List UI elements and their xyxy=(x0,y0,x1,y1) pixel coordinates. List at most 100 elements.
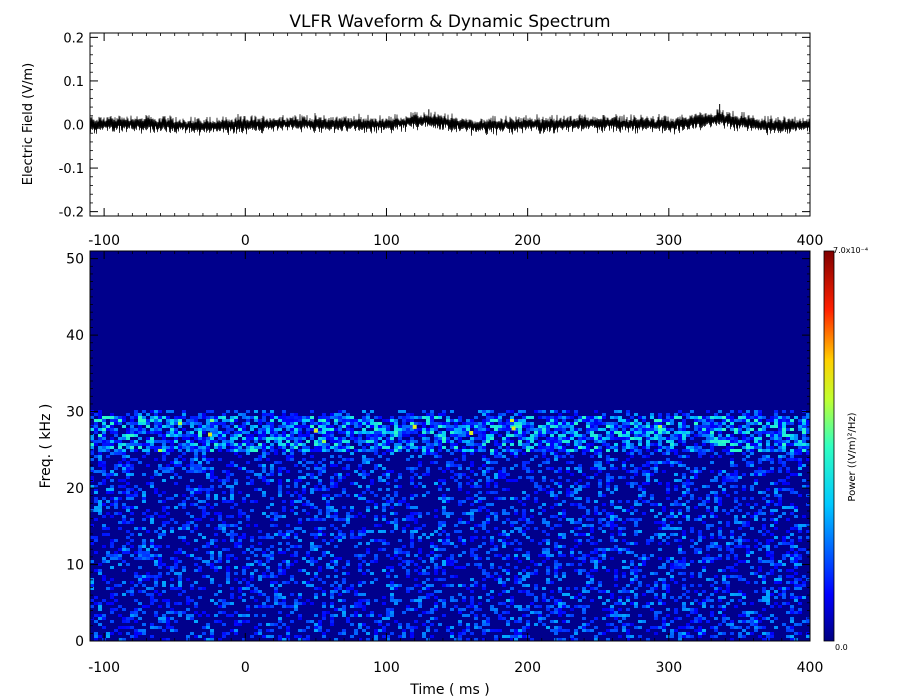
spectrogram-cell xyxy=(686,614,690,617)
spectrogram-cell xyxy=(274,533,278,536)
spectrogram-cell xyxy=(110,440,114,443)
spectrogram-cell xyxy=(706,620,710,623)
spectrogram-cell xyxy=(786,458,790,461)
spectrogram-cell xyxy=(730,434,734,437)
spectrogram-cell xyxy=(314,476,318,479)
spectrogram-cell xyxy=(326,503,330,506)
spectrogram-cell xyxy=(662,629,666,632)
spectrogram-cell xyxy=(322,617,326,620)
spectrogram-cell xyxy=(138,602,142,605)
spectrogram-cell xyxy=(486,557,490,560)
spectrogram-cell xyxy=(806,551,810,554)
spectrogram-cell xyxy=(110,596,114,599)
spectrogram-cell xyxy=(778,428,782,431)
spectrogram-cell xyxy=(550,446,554,449)
spectrogram-cell xyxy=(138,617,142,620)
spectrogram-cell xyxy=(98,506,102,509)
spectrogram-cell xyxy=(298,476,302,479)
spectrogram-cell xyxy=(386,431,390,434)
spectrogram-cell xyxy=(454,464,458,467)
spectrogram-cell xyxy=(390,506,394,509)
spectrogram-cell xyxy=(798,584,802,587)
spectrogram-cell xyxy=(250,572,254,575)
spectrogram-cell xyxy=(742,593,746,596)
spectrogram-cell xyxy=(314,587,318,590)
spectrogram-cell xyxy=(502,584,506,587)
spectrogram-cell xyxy=(242,638,246,641)
spectrogram-cell xyxy=(606,608,610,611)
spectrogram-cell xyxy=(298,461,302,464)
spectrogram-cell xyxy=(534,434,538,437)
spectrogram-cell xyxy=(778,578,782,581)
spectrogram-cell xyxy=(266,596,270,599)
spectrogram-cell xyxy=(502,470,506,473)
spectrogram-cell xyxy=(386,608,390,611)
spectrogram-cell xyxy=(214,620,218,623)
spectrogram-cell xyxy=(242,449,246,452)
spectrogram-cell xyxy=(110,497,114,500)
spectrogram-cell xyxy=(310,425,314,428)
spectrogram-cell xyxy=(134,608,138,611)
spectrogram-cell xyxy=(590,524,594,527)
spectrogram-cell xyxy=(162,440,166,443)
spectrogram-cell xyxy=(654,464,658,467)
spectrogram-cell xyxy=(662,533,666,536)
spectrogram-cell xyxy=(638,614,642,617)
spectrogram-cell xyxy=(722,605,726,608)
spectrogram-cell xyxy=(758,446,762,449)
spectrogram-cell xyxy=(98,572,102,575)
spectrogram-cell xyxy=(702,434,706,437)
spectrogram-cell xyxy=(210,473,214,476)
spectrogram-cell xyxy=(154,545,158,548)
spectrogram-cell xyxy=(506,488,510,491)
spectrogram-cell xyxy=(570,473,574,476)
spectrogram-cell xyxy=(154,428,158,431)
spectrogram-cell xyxy=(670,533,674,536)
spectrogram-cell xyxy=(754,518,758,521)
spectrogram-cell xyxy=(582,590,586,593)
spectrogram-cell xyxy=(350,431,354,434)
spectrogram-cell xyxy=(254,431,258,434)
spectrogram-cell xyxy=(458,464,462,467)
spectrogram-cell xyxy=(130,449,134,452)
spectrogram-cell xyxy=(574,569,578,572)
spectrogram-cell xyxy=(382,596,386,599)
spectrogram-cell xyxy=(454,566,458,569)
spectrogram-cell xyxy=(586,533,590,536)
spectrogram-cell xyxy=(166,623,170,626)
spectrogram-cell xyxy=(358,614,362,617)
spectrogram-cell xyxy=(530,437,534,440)
spectrogram-cell xyxy=(694,617,698,620)
spectrogram-cell xyxy=(650,509,654,512)
spectrogram-cell xyxy=(258,488,262,491)
spectrogram-cell xyxy=(450,497,454,500)
spectrogram-cell xyxy=(750,428,754,431)
spectrogram-cell xyxy=(654,617,658,620)
spectrogram-cell xyxy=(490,503,494,506)
spectrogram-cell xyxy=(298,494,302,497)
spectrogram-cell xyxy=(302,569,306,572)
spectrogram-cell xyxy=(766,470,770,473)
spectrogram-cell xyxy=(594,464,598,467)
spectrogram-cell xyxy=(406,446,410,449)
spectrogram-cell xyxy=(690,611,694,614)
spectrogram-cell xyxy=(654,467,658,470)
spectrogram-cell xyxy=(450,431,454,434)
spectrogram-cell xyxy=(710,614,714,617)
spectrogram-cell xyxy=(90,536,94,539)
spectrogram-cell xyxy=(194,458,198,461)
spectrogram-cell xyxy=(102,533,106,536)
spectrogram-cell xyxy=(418,557,422,560)
spectrogram-cell xyxy=(658,533,662,536)
spectrogram-cell xyxy=(98,608,102,611)
spectrogram-cell xyxy=(186,608,190,611)
spectrogram-cell xyxy=(226,485,230,488)
spectrogram-cell xyxy=(226,572,230,575)
spectrogram-cell xyxy=(686,623,690,626)
spectrogram-cell xyxy=(366,434,370,437)
spectrogram-cell xyxy=(670,434,674,437)
spectrogram-cell xyxy=(182,446,186,449)
spectrogram-cell xyxy=(770,467,774,470)
spectrogram-cell xyxy=(802,575,806,578)
spectrogram-cell xyxy=(142,428,146,431)
